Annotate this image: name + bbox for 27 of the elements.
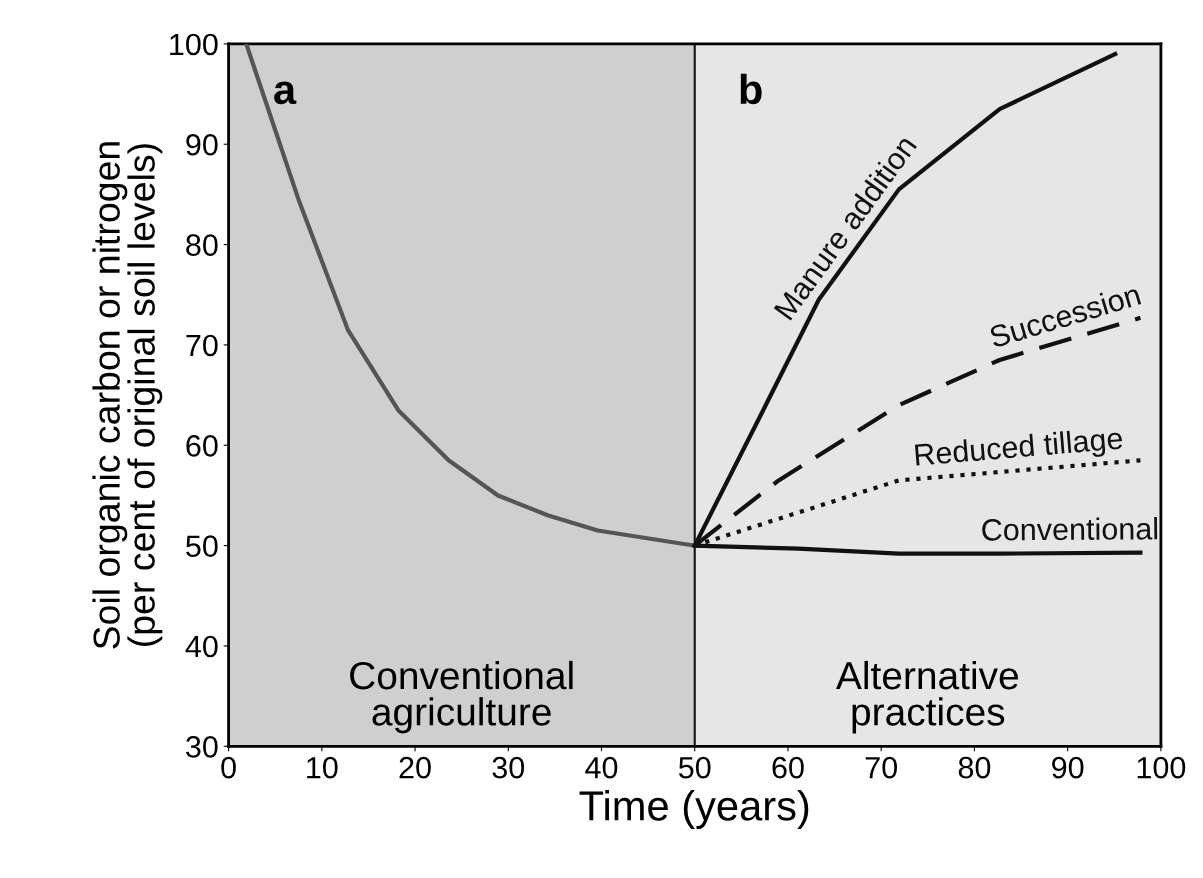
annotation: Alternative practices (836, 660, 1018, 734)
x-tick-label: 100 (1137, 756, 1186, 779)
x-tick-label: 40 (585, 756, 618, 779)
x-tick-label: 70 (865, 756, 897, 779)
series-label: Reduced tillage (914, 426, 1124, 472)
x-tick-label: 0 (221, 756, 236, 779)
x-tick-label: 60 (772, 756, 804, 779)
annotation: b (740, 73, 762, 105)
x-tick-label: 80 (958, 756, 991, 779)
y-axis-title: Soil organic carbon or nitrogen (per cent of original soil levels) (92, 142, 163, 649)
y-tick-label: 50 (186, 535, 218, 557)
annotation: Conventional agriculture (350, 660, 573, 734)
annotation: a (274, 81, 297, 105)
y-tick-label: 40 (185, 635, 218, 658)
x-tick-label: 50 (678, 756, 711, 779)
x-tick-label: 90 (1052, 756, 1084, 779)
y-tick-label: 80 (186, 234, 218, 256)
x-tick-label: 20 (399, 756, 431, 779)
x-axis-title: Time (years) (579, 790, 809, 829)
series-label: Conventional (982, 517, 1158, 541)
y-tick-label: 30 (186, 736, 218, 758)
y-tick-label: 60 (186, 435, 218, 457)
x-tick-label: 10 (307, 756, 338, 779)
x-tick-label: 30 (492, 756, 525, 779)
y-tick-label: 90 (186, 133, 218, 156)
y-tick-label: 70 (186, 334, 218, 357)
y-tick-label: 100 (170, 33, 218, 56)
